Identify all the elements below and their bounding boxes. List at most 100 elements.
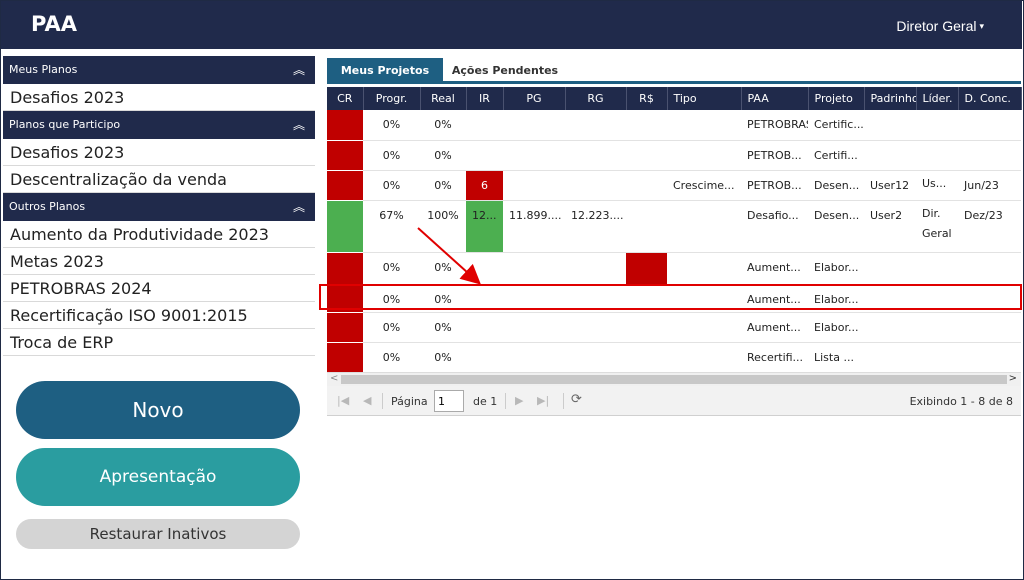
column-header[interactable]: Padrinho	[864, 87, 917, 110]
cell-tipo	[667, 312, 741, 343]
cell-lider	[916, 342, 958, 373]
cell-projeto: Certifi...	[808, 140, 864, 171]
cell-pg	[503, 252, 565, 285]
cell-tipo	[667, 252, 741, 285]
column-header[interactable]: Progr.	[363, 87, 421, 110]
novo-button[interactable]: Novo	[16, 381, 300, 439]
scroll-left-icon[interactable]: <	[330, 373, 339, 384]
column-header[interactable]: Tipo	[667, 87, 742, 110]
table-row[interactable]: 0%0% PETROBRAS...Certific...	[327, 110, 1021, 141]
table-row[interactable]: 0% 0% Aument... Elabor...	[327, 284, 1021, 313]
cell-rg	[565, 110, 626, 141]
cr-status-cell	[327, 342, 363, 373]
cell-rg: 12.223....	[565, 200, 626, 253]
pager-separator	[505, 393, 506, 409]
column-header[interactable]: Líder.	[916, 87, 959, 110]
cr-status-cell	[327, 200, 363, 253]
sidebar-plan-item[interactable]: Troca de ERP	[3, 329, 315, 356]
sidebar-plan-item[interactable]: Aumento da Produtividade 2023	[3, 221, 315, 248]
cell-paa: Aument...	[741, 312, 808, 343]
column-header[interactable]: IR	[466, 87, 504, 110]
scroll-right-icon[interactable]: >	[1008, 373, 1017, 384]
cell-padrinho: User12	[864, 170, 916, 201]
cell-progr: 0%	[363, 170, 420, 201]
sidebar-plan-item[interactable]: Recertificação ISO 9001:2015	[3, 302, 315, 329]
column-header[interactable]: Real	[420, 87, 467, 110]
pager-info: Exibindo 1 - 8 de 8	[909, 395, 1013, 408]
cell-rs	[626, 170, 667, 201]
restaurar-inativos-button[interactable]: Restaurar Inativos	[16, 519, 300, 549]
column-header[interactable]: PAA	[741, 87, 809, 110]
sidebar-section-header[interactable]: Planos que Participo ︽	[3, 111, 315, 139]
sidebar-section-header[interactable]: Meus Planos ︽	[3, 56, 315, 84]
pager-separator	[382, 393, 383, 409]
cell-pg	[503, 170, 565, 201]
cell-projeto: Elabor...	[808, 284, 864, 313]
cell-progr: 0%	[363, 252, 420, 285]
column-header[interactable]: RG	[565, 87, 627, 110]
table-row[interactable]: 0% 0% 6 Crescime... PETROB... Desen... User12 U…	[327, 170, 1021, 201]
table-row[interactable]: 67% 100% 12... 11.899.... 12.223.... Desafio.…	[327, 200, 1021, 253]
pagina-label: Página	[391, 395, 428, 408]
apresentacao-button[interactable]: Apresentação	[16, 448, 300, 506]
table-row[interactable]: 0% 0% PETROB... Certifi...	[327, 140, 1021, 171]
tab-bar: Meus Projetos Ações Pendentes	[327, 58, 1021, 84]
cell-progr: 0%	[363, 284, 420, 313]
cell-real: 100%	[420, 200, 466, 253]
sidebar-plan-item[interactable]: Desafios 2023	[3, 84, 315, 111]
grid-body: 0%0%PETROBRAS...Certific...0%0%PETROB...…	[327, 110, 1021, 373]
cell-rg	[565, 312, 626, 343]
cell-padrinho	[864, 312, 916, 343]
cr-status-cell	[327, 140, 363, 171]
user-menu[interactable]: Diretor Geral ▾	[896, 18, 984, 34]
collapse-icon[interactable]: ︽	[292, 200, 305, 214]
cell-lider	[916, 110, 958, 141]
prev-page-icon[interactable]: ◀	[363, 394, 372, 407]
cell-real: 0%	[420, 170, 466, 201]
cell-lider: Dir. Geral	[916, 200, 958, 253]
sidebar-section-header[interactable]: Outros Planos ︽	[3, 193, 315, 221]
first-page-icon[interactable]: |◀	[337, 394, 350, 407]
cell-projeto: Desen...	[808, 170, 864, 201]
cell-real: 0%	[420, 312, 466, 343]
cell-ir	[466, 284, 503, 313]
cell-dconc: Dez/23	[958, 200, 1021, 253]
column-header[interactable]: PG	[503, 87, 566, 110]
tab-meus-projetos[interactable]: Meus Projetos	[327, 58, 443, 82]
tab-acoes-pendentes[interactable]: Ações Pendentes	[451, 64, 559, 77]
horizontal-scrollbar[interactable]: < >	[327, 372, 1021, 386]
cell-projeto: Certific...	[808, 110, 864, 141]
sidebar-plan-item[interactable]: Desafios 2023	[3, 139, 315, 166]
column-header[interactable]: CR	[327, 87, 364, 110]
cell-rs	[626, 200, 667, 253]
scrollbar-thumb[interactable]	[341, 375, 1007, 384]
cell-progr: 67%	[363, 200, 420, 253]
sidebar-section-title: Planos que Participo	[9, 118, 121, 131]
cell-real: 0%	[420, 140, 466, 171]
sidebar-plan-item[interactable]: PETROBRAS 2024	[3, 275, 315, 302]
refresh-icon[interactable]: ⟳	[571, 392, 582, 407]
column-header[interactable]: Projeto	[808, 87, 865, 110]
cell-rg	[565, 284, 626, 313]
cell-pg	[503, 110, 565, 141]
cell-ir	[466, 252, 503, 285]
last-page-icon[interactable]: ▶|	[537, 394, 550, 407]
pager-separator	[563, 393, 564, 409]
column-header[interactable]: R$	[626, 87, 668, 110]
cr-status-cell	[327, 284, 363, 313]
column-header[interactable]: D. Conc.	[958, 87, 1022, 110]
cell-real: 0%	[420, 342, 466, 373]
cell-lider	[916, 140, 958, 171]
cr-status-cell	[327, 252, 363, 285]
table-row[interactable]: 0% 0% Recertifi... Lista ...	[327, 342, 1021, 373]
next-page-icon[interactable]: ▶	[515, 394, 524, 407]
sidebar-plan-item[interactable]: Descentralização da venda	[3, 166, 315, 193]
collapse-icon[interactable]: ︽	[292, 118, 305, 132]
cell-paa: Aument...	[741, 252, 808, 285]
table-row[interactable]: 0% 0% Aument... Elabor...	[327, 252, 1021, 285]
sidebar-plan-item[interactable]: Metas 2023	[3, 248, 315, 275]
table-row[interactable]: 0% 0% Aument... Elabor...	[327, 312, 1021, 343]
user-menu-label: Diretor Geral	[896, 18, 977, 34]
page-input[interactable]	[434, 390, 464, 412]
collapse-icon[interactable]: ︽	[292, 63, 305, 77]
